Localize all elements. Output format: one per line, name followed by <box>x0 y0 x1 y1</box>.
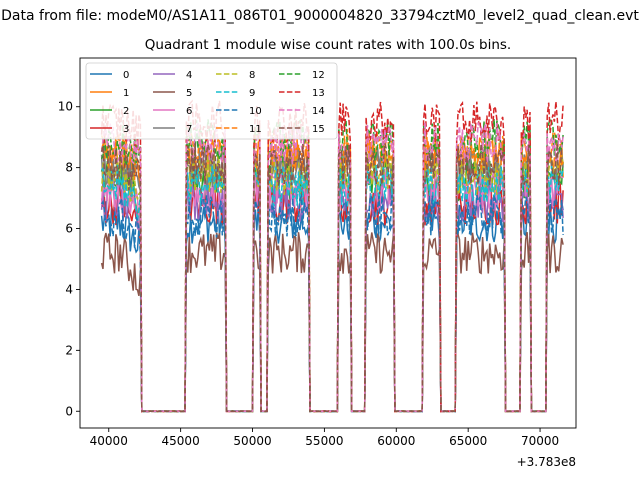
legend-label-9: 9 <box>249 88 255 99</box>
x-tick-label: 65000 <box>449 434 487 448</box>
y-tick-label: 6 <box>65 222 73 236</box>
series-line-7 <box>100 145 564 413</box>
legend-label-7: 7 <box>186 124 192 135</box>
legend-label-15: 15 <box>312 124 325 135</box>
chart-title: Quadrant 1 module wise count rates with … <box>145 37 511 53</box>
series-line-15 <box>100 143 564 413</box>
legend-label-5: 5 <box>186 88 192 99</box>
legend-label-6: 6 <box>186 106 192 117</box>
x-tick-label: 70000 <box>521 434 559 448</box>
series-line-10 <box>100 193 564 413</box>
series-line-13 <box>100 99 564 413</box>
x-tick-label: 60000 <box>377 434 415 448</box>
x-tick-label: 45000 <box>162 434 200 448</box>
x-tick-label: 55000 <box>305 434 343 448</box>
x-axis: 40000 45000 50000 55000 60000 65000 70000 <box>90 428 559 448</box>
series-line-8 <box>100 150 564 413</box>
legend-label-1: 1 <box>123 88 129 99</box>
x-offset-label: +3.783e8 <box>517 455 576 469</box>
legend-label-14: 14 <box>312 106 325 117</box>
legend-label-11: 11 <box>249 124 262 135</box>
plot-frame <box>79 57 577 429</box>
legend-label-10: 10 <box>249 106 262 117</box>
series-line-14 <box>100 122 564 413</box>
legend-label-4: 4 <box>186 70 192 81</box>
legend-label-12: 12 <box>312 70 325 81</box>
series-line-5 <box>100 231 564 413</box>
legend-label-0: 0 <box>123 70 129 81</box>
legend-label-13: 13 <box>312 88 325 99</box>
y-tick-label: 10 <box>58 100 73 114</box>
legend-label-2: 2 <box>123 106 129 117</box>
y-tick-label: 0 <box>65 404 73 418</box>
y-tick-label: 4 <box>65 282 73 296</box>
legend-box <box>85 62 338 140</box>
legend-label-3: 3 <box>123 124 129 135</box>
series-lines <box>100 99 564 413</box>
x-tick-label: 50000 <box>233 434 271 448</box>
x-tick-label: 40000 <box>90 434 128 448</box>
legend-label-8: 8 <box>249 70 255 81</box>
series-line-9 <box>101 164 564 413</box>
y-tick-label: 2 <box>65 343 73 357</box>
series-line-0 <box>100 201 564 413</box>
y-tick-label: 8 <box>65 161 73 175</box>
series-line-3 <box>100 182 564 413</box>
figure-suptitle: Data from file: modeM0/AS1A11_086T01_900… <box>1 8 639 24</box>
y-axis: 0 2 4 6 8 10 <box>58 100 80 418</box>
